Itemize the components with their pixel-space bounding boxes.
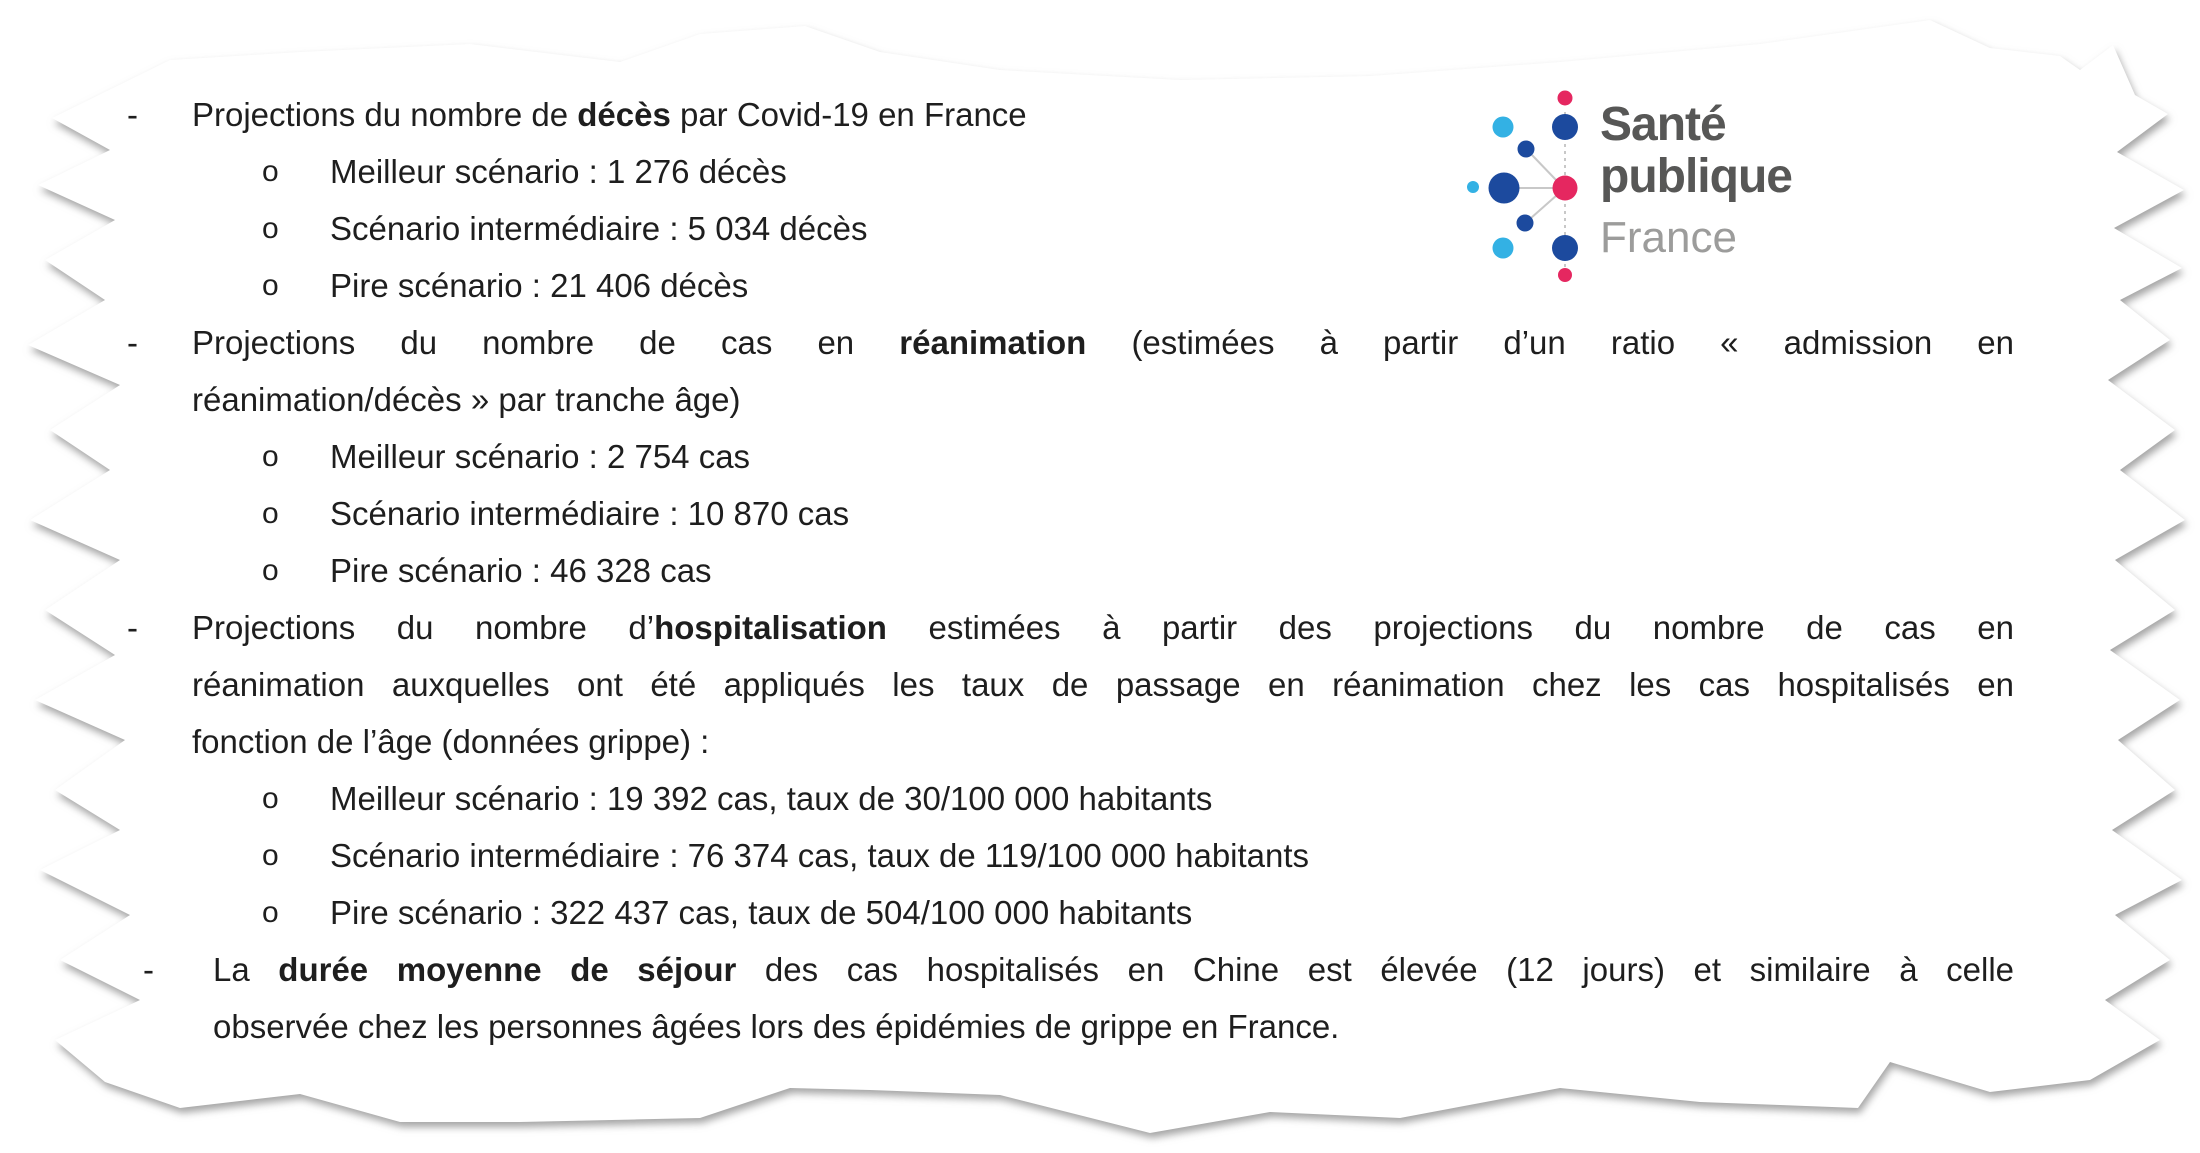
- bullet-line: - Projections du nombre de cas en réanima…: [0, 314, 2200, 371]
- text-segment: par Covid-19 en France: [670, 96, 1027, 133]
- text-segment: Scénario intermédiaire : 10 870 cas: [330, 495, 850, 532]
- bullet-dash-marker: -: [127, 609, 138, 646]
- sub-bullet-text: Meilleur scénario : 19 392 cas, taux de …: [330, 770, 2014, 827]
- bullet-item-3: - Projections du nombre d’hospitalisation…: [0, 599, 2200, 941]
- bullet-text: Projections du nombre de cas en réanimat…: [192, 314, 2014, 371]
- bullet-item-4: - La durée moyenne de séjour des cas hosp…: [0, 941, 2200, 1055]
- text-segment: Projections du nombre de: [192, 96, 578, 133]
- sub-bullet-text: Pire scénario : 322 437 cas, taux de 504…: [330, 884, 2014, 941]
- sub-bullet-marker: o: [262, 269, 279, 302]
- text-segment: Projections du nombre de cas en: [192, 324, 900, 361]
- bullet-text: La durée moyenne de séjour des cas hospi…: [213, 941, 2014, 998]
- sub-bullet-marker: o: [262, 896, 279, 929]
- sub-bullet-marker: o: [262, 554, 279, 587]
- bullet-text: Projections du nombre d’hospitalisation …: [192, 599, 2014, 656]
- sante-publique-france-logo: Santé publique France: [1455, 75, 1875, 290]
- bold-text-segment: décès: [577, 96, 671, 133]
- text-segment: Pire scénario : 322 437 cas, taux de 504…: [330, 894, 1193, 931]
- sub-bullet-line: o Meilleur scénario : 2 754 cas: [0, 428, 2200, 485]
- text-segment: (estimées à partir d’un ratio « admissio…: [1086, 324, 2014, 361]
- text-segment: des cas hospitalisés en Chine est élevée…: [736, 951, 2014, 988]
- bullet-line: fonction de l’âge (données grippe) :: [0, 713, 2200, 770]
- sub-bullet-line: o Meilleur scénario : 19 392 cas, taux de…: [0, 770, 2200, 827]
- logo-title-line2: publique: [1600, 150, 1793, 203]
- document-content: - Projections du nombre de décès par Covi…: [0, 86, 2200, 1055]
- sub-bullet-text: Scénario intermédiaire : 76 374 cas, tau…: [330, 827, 2014, 884]
- text-segment: Meilleur scénario : 2 754 cas: [330, 438, 751, 475]
- sub-bullet-text: Meilleur scénario : 1 276 décès: [330, 143, 2014, 200]
- bullet-text: réanimation/décès » par tranche âge): [192, 371, 2014, 428]
- bullet-item-1: - Projections du nombre de décès par Covi…: [0, 86, 2200, 314]
- bullet-dash-marker: -: [143, 951, 154, 988]
- text-segment: Meilleur scénario : 1 276 décès: [330, 153, 787, 190]
- bold-text-segment: hospitalisation: [654, 609, 887, 646]
- text-segment: Scénario intermédiaire : 76 374 cas, tau…: [330, 837, 1310, 874]
- bullet-dash-marker: -: [127, 324, 138, 361]
- text-segment: Meilleur scénario : 19 392 cas, taux de …: [330, 780, 1213, 817]
- sub-bullet-marker: o: [262, 212, 279, 245]
- bullet-line: réanimation/décès » par tranche âge): [0, 371, 2200, 428]
- text-segment: estimées à partir des projections du nom…: [886, 609, 2014, 646]
- logo-title-line1: Santé: [1600, 98, 1727, 151]
- bullet-line: - Projections du nombre d’hospitalisation…: [0, 599, 2200, 656]
- bold-text-segment: réanimation: [899, 324, 1087, 361]
- text-segment: fonction de l’âge (données grippe) :: [192, 723, 710, 760]
- sub-bullet-line: o Meilleur scénario : 1 276 décès: [0, 143, 2200, 200]
- text-segment: Pire scénario : 46 328 cas: [330, 552, 712, 589]
- text-segment: réanimation/décès » par tranche âge): [192, 381, 741, 418]
- bullet-line: - La durée moyenne de séjour des cas hosp…: [0, 941, 2200, 998]
- sub-bullet-line: o Pire scénario : 46 328 cas: [0, 542, 2200, 599]
- sub-bullet-marker: o: [262, 497, 279, 530]
- text-segment: réanimation auxquelles ont été appliqués…: [192, 666, 2014, 703]
- bullet-line: réanimation auxquelles ont été appliqués…: [0, 656, 2200, 713]
- bullet-text: Projections du nombre de décès par Covid…: [192, 86, 2014, 143]
- sub-bullet-text: Scénario intermédiaire : 10 870 cas: [330, 485, 2014, 542]
- bullet-item-2: - Projections du nombre de cas en réanima…: [0, 314, 2200, 599]
- sub-bullet-text: Scénario intermédiaire : 5 034 décès: [330, 200, 2014, 257]
- bullet-text: réanimation auxquelles ont été appliqués…: [192, 656, 2014, 713]
- sub-bullet-line: o Scénario intermédiaire : 5 034 décès: [0, 200, 2200, 257]
- sub-bullet-text: Meilleur scénario : 2 754 cas: [330, 428, 2014, 485]
- sub-bullet-line: o Scénario intermédiaire : 76 374 cas, ta…: [0, 827, 2200, 884]
- bullet-text: observée chez les personnes âgées lors d…: [213, 998, 2014, 1055]
- text-segment: observée chez les personnes âgées lors d…: [213, 1008, 1340, 1045]
- sub-bullet-marker: o: [262, 839, 279, 872]
- sub-bullet-text: Pire scénario : 46 328 cas: [330, 542, 2014, 599]
- text-segment: Pire scénario : 21 406 décès: [330, 267, 749, 304]
- sub-bullet-line: o Pire scénario : 21 406 décès: [0, 257, 2200, 314]
- bullet-line: observée chez les personnes âgées lors d…: [0, 998, 2200, 1055]
- sub-bullet-line: o Scénario intermédiaire : 10 870 cas: [0, 485, 2200, 542]
- sub-bullet-marker: o: [262, 440, 279, 473]
- logo-dots-icon: [1467, 90, 1578, 282]
- paper-shape: [28, 20, 2185, 1133]
- bold-text-segment: durée moyenne de séjour: [278, 951, 737, 988]
- sub-bullet-line: o Pire scénario : 322 437 cas, taux de 50…: [0, 884, 2200, 941]
- sub-bullet-marker: o: [262, 155, 279, 188]
- text-segment: Scénario intermédiaire : 5 034 décès: [330, 210, 868, 247]
- bullet-text: fonction de l’âge (données grippe) :: [192, 713, 2014, 770]
- sub-bullet-text: Pire scénario : 21 406 décès: [330, 257, 2014, 314]
- text-segment: La: [213, 951, 279, 988]
- text-segment: Projections du nombre d’: [192, 609, 655, 646]
- bullet-dash-marker: -: [127, 96, 138, 133]
- logo-title-line3: France: [1600, 213, 1737, 262]
- sub-bullet-marker: o: [262, 782, 279, 815]
- bullet-line: - Projections du nombre de décès par Covi…: [0, 86, 2200, 143]
